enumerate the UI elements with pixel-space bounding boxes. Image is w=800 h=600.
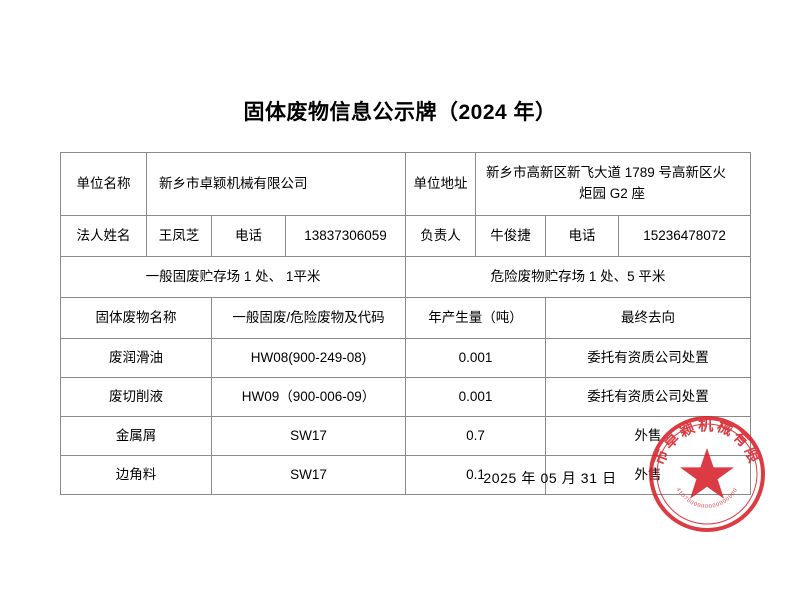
header-waste-name: 固体废物名称 [60,297,212,339]
legal-person-label: 法人姓名 [60,215,147,257]
address-line-2: 炬园 G2 座 [579,186,646,201]
table-row-contacts: 法人姓名 王凤芝 电话 13837306059 负责人 牛俊捷 电话 15236… [60,215,752,257]
waste-amount: 0.001 [405,338,547,378]
header-waste-code: 一般固废/危险废物及代码 [210,297,407,339]
general-waste-storage: 一般固废贮存场 1 处、 1平米 [59,256,407,298]
legal-phone-label: 电话 [211,215,286,257]
legal-person-value: 王凤芝 [146,215,212,257]
waste-code: SW17 [210,416,407,456]
waste-disclosure-table: 单位名称 新乡市卓颖机械有限公司 单位地址 新乡市高新区新飞大道 1789 号高… [59,152,752,495]
waste-name: 边角料 [60,455,212,495]
waste-amount: 0.001 [405,377,547,417]
company-name-label: 单位名称 [60,152,147,216]
table-row: 废润滑油 HW08(900-249-08) 0.001 委托有资质公司处置 [60,338,752,378]
waste-name: 废切削液 [60,377,212,417]
company-address-label: 单位地址 [405,152,477,216]
waste-amount: 0.7 [405,416,547,456]
table-row: 金属屑 SW17 0.7 外售 [60,416,752,456]
table-row: 废切削液 HW09（900-006-09） 0.001 委托有资质公司处置 [60,377,752,417]
manager-value: 牛俊捷 [475,215,547,257]
hazardous-waste-storage: 危险废物贮存场 1 处、5 平米 [405,256,752,298]
table-header-row: 固体废物名称 一般固废/危险废物及代码 年产生量（吨） 最终去向 [60,297,752,339]
company-address-value: 新乡市高新区新飞大道 1789 号高新区火炬园 G2 座 [475,152,752,216]
header-annual-amount: 年产生量（吨） [405,297,547,339]
company-name-value: 新乡市卓颖机械有限公司 [145,152,407,216]
manager-phone-value: 15236478072 [618,215,752,257]
waste-destination: 外售 [545,416,752,456]
address-line-1: 新乡市高新区新飞大道 1789 号高新区火 [486,165,727,181]
waste-code: SW17 [210,455,407,495]
table-row-company: 单位名称 新乡市卓颖机械有限公司 单位地址 新乡市高新区新飞大道 1789 号高… [60,152,752,216]
waste-code: HW08(900-249-08) [210,338,407,378]
header-final-destination: 最终去向 [545,297,752,339]
waste-name: 废润滑油 [60,338,212,378]
waste-destination: 委托有资质公司处置 [545,338,752,378]
legal-phone-value: 13837306059 [284,215,407,257]
waste-destination: 委托有资质公司处置 [545,377,752,417]
waste-code: HW09（900-006-09） [210,377,407,417]
page-title: 固体废物信息公示牌（2024 年） [243,101,557,124]
signature-date: 2025 年 05 月 31 日 [483,470,617,486]
manager-phone-label: 电话 [545,215,620,257]
table-row-storage: 一般固废贮存场 1 处、 1平米 危险废物贮存场 1 处、5 平米 [59,256,752,298]
manager-label: 负责人 [405,215,477,257]
waste-name: 金属屑 [60,416,212,456]
